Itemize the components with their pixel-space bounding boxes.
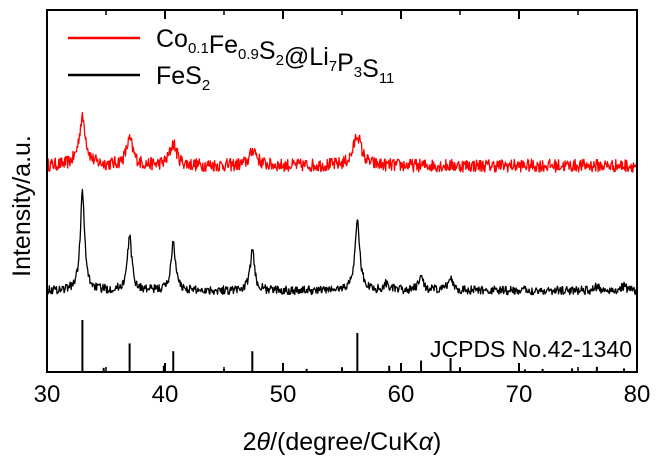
legend-label-text: S — [362, 55, 379, 83]
series-line — [46, 111, 638, 173]
axes: 30 40 50 60 70 80 — [34, 9, 651, 408]
legend-label-subscript: 0.9 — [238, 46, 259, 63]
legend-label-subscript: 7 — [329, 58, 337, 75]
x-tick-label: 80 — [624, 381, 651, 408]
legend-label-text: FeS — [156, 62, 202, 90]
legend-label: Co0.1Fe0.9S2@Li7P3S11 — [156, 25, 394, 87]
x-tick-label: 40 — [152, 381, 179, 408]
legend-label-text: P — [337, 49, 354, 77]
x-tick-label: 60 — [388, 381, 415, 408]
x-tick-label: 30 — [34, 381, 61, 408]
legend-label: FeS2 — [156, 62, 210, 94]
x-axis-label-alpha: α — [419, 428, 434, 456]
x-axis-label-middle: /(degree/CuK — [270, 428, 419, 456]
x-axis-label-theta: θ — [257, 428, 271, 456]
legend-label-subscript: 2 — [202, 77, 210, 94]
series-lines — [46, 111, 638, 296]
series-line — [46, 188, 638, 296]
legend-label-text: S — [259, 37, 276, 65]
x-tick-label: 70 — [506, 381, 533, 408]
x-axis-label-suffix: ) — [433, 428, 441, 456]
x-axis-label: 2θ/(degree/CuKα) — [243, 428, 442, 456]
legend-label-subscript: 11 — [379, 70, 395, 87]
legend-label-text: Fe — [209, 31, 238, 59]
legend-label-subscript: 0.1 — [188, 40, 209, 57]
x-axis-label-prefix: 2 — [243, 428, 257, 456]
reference-label: JCPDS No.42-1340 — [430, 336, 632, 362]
legend-label-subscript: 2 — [276, 52, 284, 69]
y-axis-label: Intensity/a.u. — [8, 135, 36, 277]
legend-label-text: Co — [156, 25, 188, 53]
legend-label-subscript: 3 — [354, 64, 362, 81]
x-tick-label: 50 — [270, 381, 297, 408]
legend-label-text: @Li — [284, 43, 329, 71]
